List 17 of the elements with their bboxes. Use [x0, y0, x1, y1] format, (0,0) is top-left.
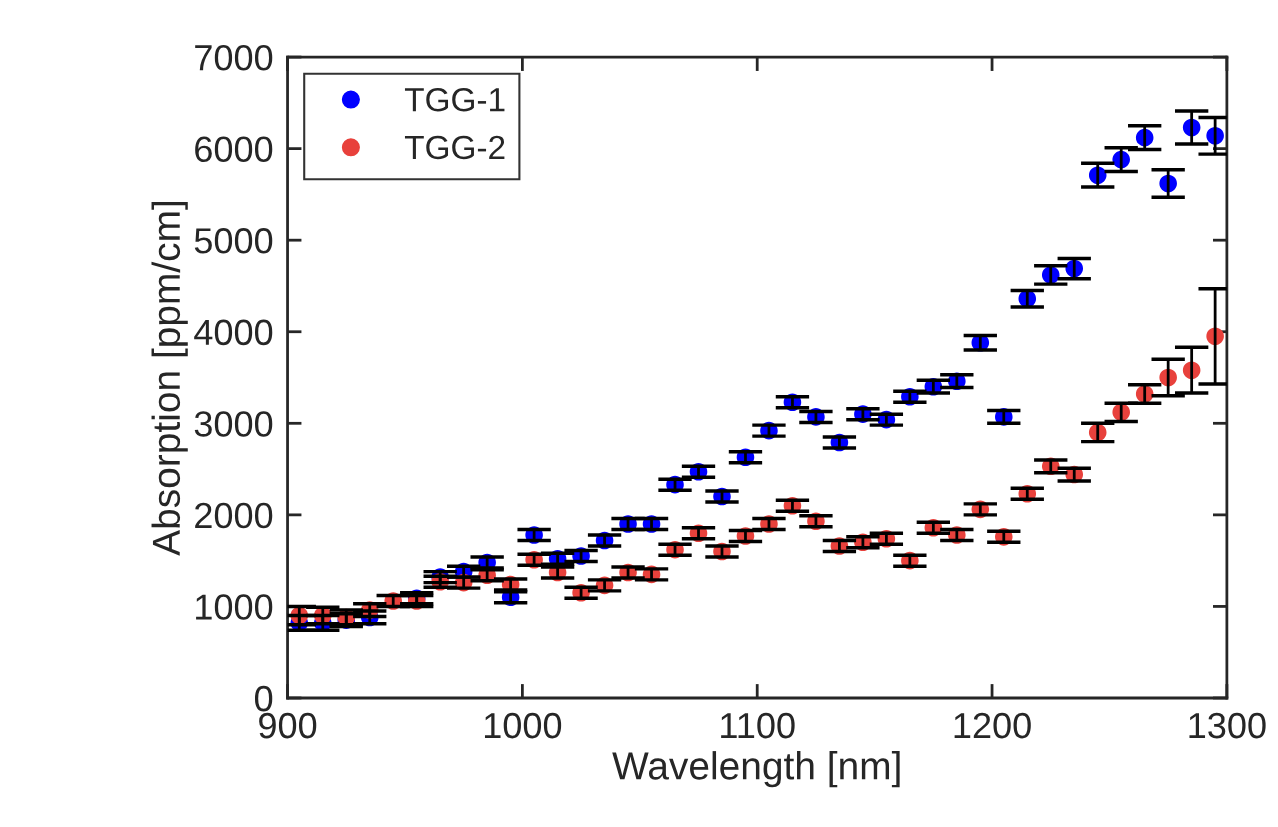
legend-label: TGG-1 [404, 87, 505, 112]
y-tick-label: 5000 [194, 228, 273, 254]
legend-label: TGG-2 [404, 135, 505, 160]
x-tick-label: 1100 [721, 712, 795, 739]
x-tick-label: 1000 [484, 712, 562, 739]
y-tick-label: 7000 [195, 44, 273, 71]
y-tick-label: 0 [254, 685, 273, 712]
x-tick-label: 1200 [954, 712, 1031, 739]
y-tick-label: 4000 [194, 319, 273, 346]
y-tick-label: 3000 [194, 411, 273, 437]
y-tick-label: 2000 [195, 502, 273, 529]
x-tick-label: 900 [259, 712, 317, 739]
x-tick-label: 1300 [1189, 712, 1266, 739]
y-tick-label: 1000 [196, 594, 273, 620]
y-tick-label: 6000 [195, 136, 273, 163]
x-axis-title: Wavelength [nm] [612, 751, 900, 788]
y-axis-title: Absorption [ppm/cm] [151, 201, 188, 556]
